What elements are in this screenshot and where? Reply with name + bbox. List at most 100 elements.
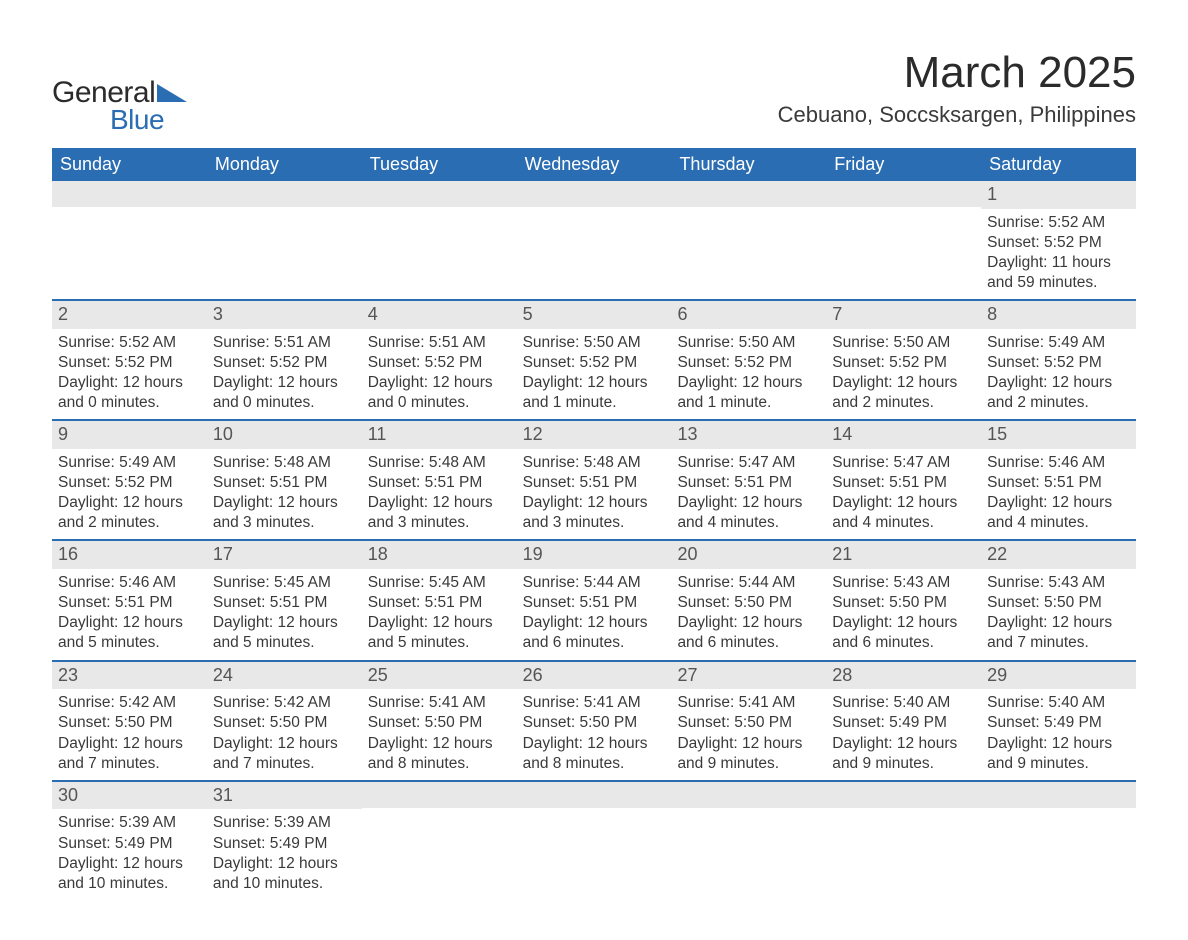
day-number: 11 <box>362 421 517 449</box>
sunrise-line: Sunrise: 5:51 AM <box>368 333 511 353</box>
calendar-cell: 27Sunrise: 5:41 AMSunset: 5:50 PMDayligh… <box>671 662 826 780</box>
sunset-line: Sunset: 5:50 PM <box>523 713 666 733</box>
day-number: 5 <box>517 301 672 329</box>
sunrise-line: Sunrise: 5:45 AM <box>368 573 511 593</box>
sunrise-line: Sunrise: 5:49 AM <box>987 333 1130 353</box>
calendar-cell: 19Sunrise: 5:44 AMSunset: 5:51 PMDayligh… <box>517 541 672 659</box>
sunrise-line: Sunrise: 5:43 AM <box>832 573 975 593</box>
day-body: Sunrise: 5:42 AMSunset: 5:50 PMDaylight:… <box>207 689 362 780</box>
day-number <box>362 181 517 207</box>
sunset-line: Sunset: 5:50 PM <box>832 593 975 613</box>
sunrise-line: Sunrise: 5:49 AM <box>58 453 201 473</box>
sunset-line: Sunset: 5:50 PM <box>677 593 820 613</box>
day-number: 7 <box>826 301 981 329</box>
daylight-line: Daylight: 12 hours and 6 minutes. <box>677 613 820 653</box>
day-number: 25 <box>362 662 517 690</box>
day-body: Sunrise: 5:48 AMSunset: 5:51 PMDaylight:… <box>207 449 362 540</box>
day-body <box>517 808 672 828</box>
calendar-cell: 14Sunrise: 5:47 AMSunset: 5:51 PMDayligh… <box>826 421 981 539</box>
calendar-row: 30Sunrise: 5:39 AMSunset: 5:49 PMDayligh… <box>52 782 1136 900</box>
sunset-line: Sunset: 5:51 PM <box>213 593 356 613</box>
sunset-line: Sunset: 5:51 PM <box>832 473 975 493</box>
day-number: 19 <box>517 541 672 569</box>
calendar-cell: 12Sunrise: 5:48 AMSunset: 5:51 PMDayligh… <box>517 421 672 539</box>
day-number <box>207 181 362 207</box>
sunset-line: Sunset: 5:52 PM <box>213 353 356 373</box>
calendar-cell: 30Sunrise: 5:39 AMSunset: 5:49 PMDayligh… <box>52 782 207 900</box>
calendar-cell: 7Sunrise: 5:50 AMSunset: 5:52 PMDaylight… <box>826 301 981 419</box>
sunrise-line: Sunrise: 5:46 AM <box>987 453 1130 473</box>
day-number <box>671 181 826 207</box>
day-body: Sunrise: 5:40 AMSunset: 5:49 PMDaylight:… <box>826 689 981 780</box>
daylight-line: Daylight: 12 hours and 1 minute. <box>523 373 666 413</box>
calendar-cell: 13Sunrise: 5:47 AMSunset: 5:51 PMDayligh… <box>671 421 826 539</box>
daylight-line: Daylight: 12 hours and 4 minutes. <box>832 493 975 533</box>
calendar-cell <box>981 782 1136 900</box>
sunset-line: Sunset: 5:50 PM <box>987 593 1130 613</box>
daylight-line: Daylight: 12 hours and 0 minutes. <box>213 373 356 413</box>
day-body: Sunrise: 5:50 AMSunset: 5:52 PMDaylight:… <box>826 329 981 420</box>
daylight-line: Daylight: 12 hours and 4 minutes. <box>987 493 1130 533</box>
brand-logo: General Blue <box>52 76 187 136</box>
day-body: Sunrise: 5:45 AMSunset: 5:51 PMDaylight:… <box>362 569 517 660</box>
sunset-line: Sunset: 5:49 PM <box>213 834 356 854</box>
daylight-line: Daylight: 12 hours and 8 minutes. <box>368 734 511 774</box>
calendar-header-cell: Monday <box>207 148 362 181</box>
daylight-line: Daylight: 12 hours and 7 minutes. <box>213 734 356 774</box>
day-number: 8 <box>981 301 1136 329</box>
daylight-line: Daylight: 12 hours and 6 minutes. <box>832 613 975 653</box>
calendar-table: SundayMondayTuesdayWednesdayThursdayFrid… <box>52 148 1136 900</box>
calendar-cell <box>52 181 207 299</box>
sunrise-line: Sunrise: 5:41 AM <box>368 693 511 713</box>
day-body: Sunrise: 5:49 AMSunset: 5:52 PMDaylight:… <box>52 449 207 540</box>
sunrise-line: Sunrise: 5:52 AM <box>987 213 1130 233</box>
day-number: 6 <box>671 301 826 329</box>
calendar-row: 9Sunrise: 5:49 AMSunset: 5:52 PMDaylight… <box>52 421 1136 541</box>
sunrise-line: Sunrise: 5:39 AM <box>58 813 201 833</box>
day-number: 12 <box>517 421 672 449</box>
day-body <box>517 207 672 227</box>
day-number <box>517 181 672 207</box>
daylight-line: Daylight: 12 hours and 3 minutes. <box>523 493 666 533</box>
calendar-cell: 31Sunrise: 5:39 AMSunset: 5:49 PMDayligh… <box>207 782 362 900</box>
day-number <box>826 782 981 808</box>
sunset-line: Sunset: 5:51 PM <box>523 593 666 613</box>
calendar-cell: 10Sunrise: 5:48 AMSunset: 5:51 PMDayligh… <box>207 421 362 539</box>
day-body: Sunrise: 5:42 AMSunset: 5:50 PMDaylight:… <box>52 689 207 780</box>
calendar-cell: 20Sunrise: 5:44 AMSunset: 5:50 PMDayligh… <box>671 541 826 659</box>
calendar-row: 23Sunrise: 5:42 AMSunset: 5:50 PMDayligh… <box>52 662 1136 782</box>
day-number: 31 <box>207 782 362 810</box>
day-number: 18 <box>362 541 517 569</box>
day-body: Sunrise: 5:45 AMSunset: 5:51 PMDaylight:… <box>207 569 362 660</box>
calendar-cell <box>826 782 981 900</box>
daylight-line: Daylight: 12 hours and 3 minutes. <box>213 493 356 533</box>
daylight-line: Daylight: 12 hours and 5 minutes. <box>213 613 356 653</box>
day-number: 4 <box>362 301 517 329</box>
day-body: Sunrise: 5:39 AMSunset: 5:49 PMDaylight:… <box>52 809 207 900</box>
sunset-line: Sunset: 5:52 PM <box>987 233 1130 253</box>
calendar-cell: 15Sunrise: 5:46 AMSunset: 5:51 PMDayligh… <box>981 421 1136 539</box>
sunrise-line: Sunrise: 5:44 AM <box>523 573 666 593</box>
daylight-line: Daylight: 12 hours and 9 minutes. <box>677 734 820 774</box>
day-number: 2 <box>52 301 207 329</box>
calendar-cell: 26Sunrise: 5:41 AMSunset: 5:50 PMDayligh… <box>517 662 672 780</box>
calendar-cell: 4Sunrise: 5:51 AMSunset: 5:52 PMDaylight… <box>362 301 517 419</box>
day-number: 26 <box>517 662 672 690</box>
sunrise-line: Sunrise: 5:40 AM <box>987 693 1130 713</box>
sunrise-line: Sunrise: 5:44 AM <box>677 573 820 593</box>
sunset-line: Sunset: 5:51 PM <box>523 473 666 493</box>
sunrise-line: Sunrise: 5:42 AM <box>213 693 356 713</box>
daylight-line: Daylight: 12 hours and 4 minutes. <box>677 493 820 533</box>
calendar-header-cell: Wednesday <box>517 148 672 181</box>
sunset-line: Sunset: 5:52 PM <box>677 353 820 373</box>
daylight-line: Daylight: 12 hours and 9 minutes. <box>832 734 975 774</box>
sunset-line: Sunset: 5:51 PM <box>677 473 820 493</box>
calendar-cell: 5Sunrise: 5:50 AMSunset: 5:52 PMDaylight… <box>517 301 672 419</box>
day-number: 9 <box>52 421 207 449</box>
sunset-line: Sunset: 5:52 PM <box>58 353 201 373</box>
sunrise-line: Sunrise: 5:50 AM <box>677 333 820 353</box>
sunrise-line: Sunrise: 5:50 AM <box>523 333 666 353</box>
sunset-line: Sunset: 5:52 PM <box>368 353 511 373</box>
sunset-line: Sunset: 5:50 PM <box>677 713 820 733</box>
daylight-line: Daylight: 12 hours and 5 minutes. <box>368 613 511 653</box>
